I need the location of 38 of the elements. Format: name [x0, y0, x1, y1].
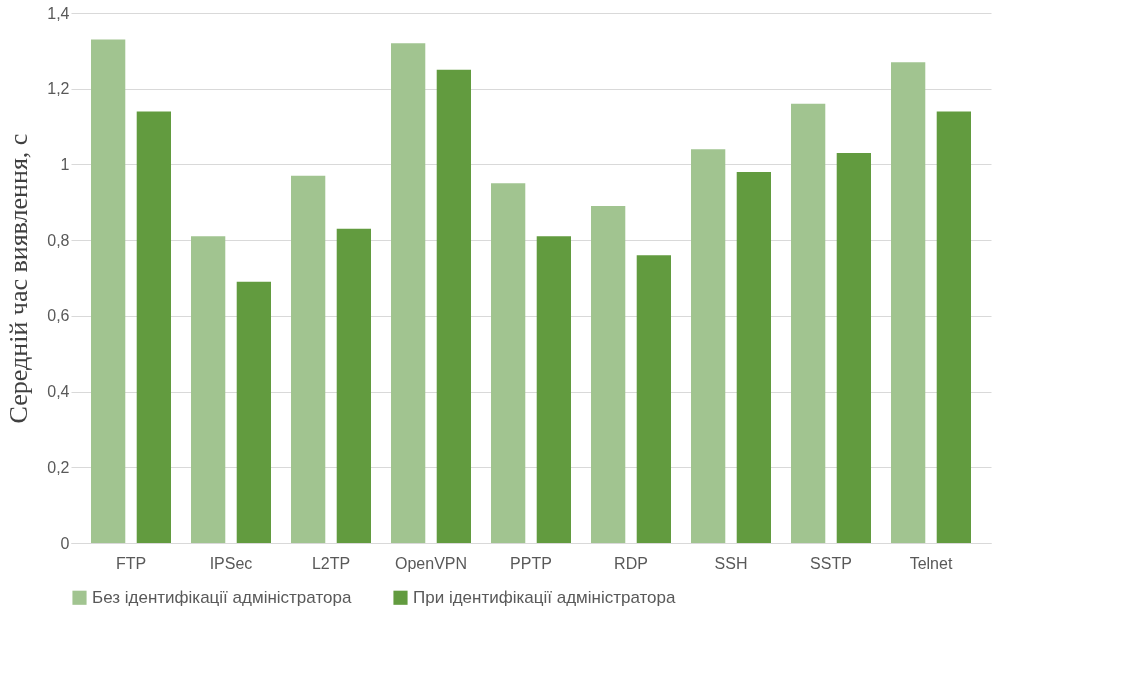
- y-tick-label: 1,2: [47, 80, 70, 98]
- bar: [791, 103, 826, 543]
- y-tick-label: 1,4: [47, 4, 70, 22]
- legend-label: При ідентифікації адміністратора: [413, 587, 677, 607]
- y-tick-label: 1: [60, 155, 70, 173]
- y-tick-label: 0,4: [47, 383, 70, 401]
- bar: [736, 172, 771, 543]
- bar: [391, 43, 426, 543]
- y-axis-title: Середній час виявлення, с: [4, 133, 34, 424]
- x-tick-label: SSH: [714, 554, 748, 572]
- bar: [936, 111, 971, 543]
- bar: [691, 149, 726, 543]
- x-tick-label: RDP: [614, 554, 648, 572]
- x-tick-label: OpenVPN: [394, 554, 468, 572]
- x-tick-label: PPTP: [510, 554, 552, 572]
- bar: [836, 153, 871, 543]
- x-tick-label: SSTP: [810, 554, 852, 572]
- bar: [536, 236, 571, 543]
- bar: [236, 281, 271, 543]
- x-tick-label: Telnet: [909, 554, 953, 572]
- bar: [591, 206, 626, 543]
- bar: [491, 183, 526, 543]
- bar: [291, 175, 326, 543]
- y-tick-label: 0,6: [47, 307, 70, 325]
- bar: [136, 111, 171, 543]
- bar: [191, 236, 226, 543]
- x-tick-label: IPSec: [209, 554, 253, 572]
- legend-label: Без ідентифікації адміністратора: [92, 587, 352, 607]
- x-tick-label: FTP: [115, 554, 147, 572]
- bar: [91, 39, 126, 543]
- bar: [636, 255, 671, 543]
- y-tick-label: 0,2: [47, 458, 70, 476]
- bar: [336, 228, 371, 543]
- y-tick-label: 0: [60, 534, 70, 552]
- bar: [891, 62, 926, 543]
- bar: [436, 69, 471, 543]
- x-tick-label: L2TP: [311, 554, 351, 572]
- y-tick-label: 0,8: [47, 231, 70, 249]
